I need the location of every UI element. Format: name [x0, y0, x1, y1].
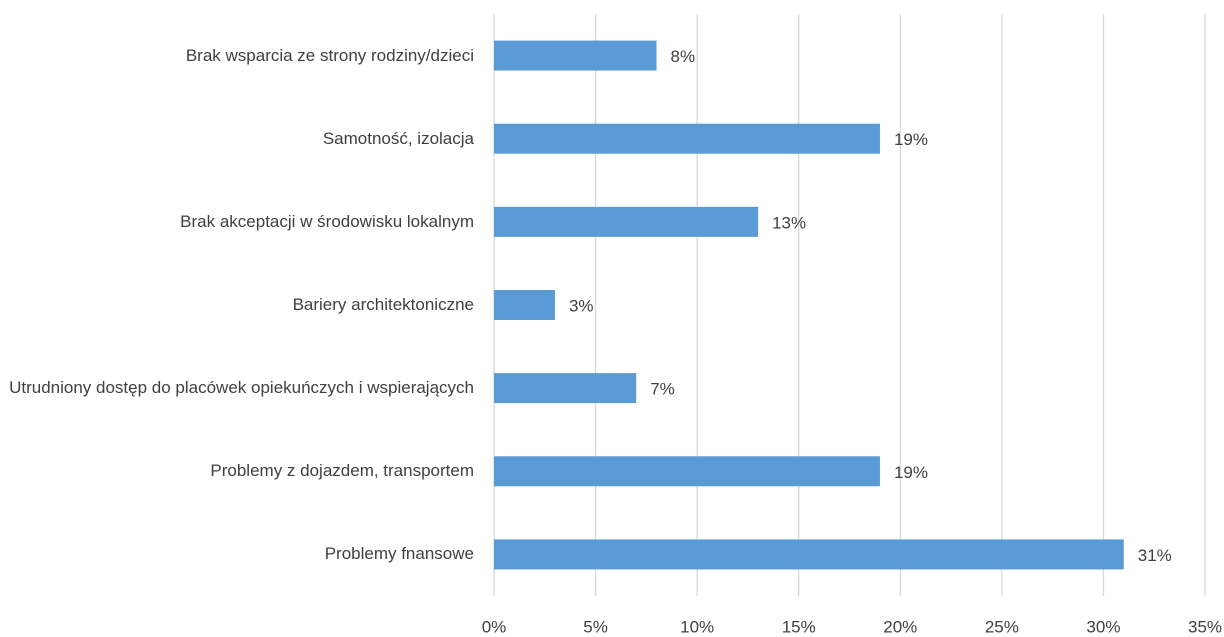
- x-tick-label: 0%: [482, 617, 507, 636]
- x-tick-label: 25%: [985, 617, 1019, 636]
- x-tick-label: 20%: [883, 617, 917, 636]
- value-label: 3%: [569, 296, 594, 315]
- bar: [494, 206, 759, 237]
- value-label: 19%: [894, 130, 928, 149]
- bar: [494, 456, 880, 487]
- x-tick-label: 5%: [583, 617, 608, 636]
- bar: [494, 123, 880, 154]
- x-tick-label: 30%: [1086, 617, 1120, 636]
- category-label: Brak akceptacji w środowisku lokalnym: [180, 211, 474, 231]
- value-label: 8%: [671, 47, 696, 66]
- category-label: Utrudniony dostęp do placówek opiekuńczy…: [9, 378, 474, 398]
- value-label: 31%: [1138, 546, 1172, 565]
- category-label: Bariery architektoniczne: [292, 295, 474, 314]
- value-label: 19%: [894, 463, 928, 482]
- x-tick-label: 10%: [680, 617, 714, 636]
- bar: [494, 290, 555, 320]
- category-label: Samotność, izolacja: [322, 128, 474, 148]
- x-tick-label: 35%: [1188, 617, 1222, 636]
- value-label: 13%: [772, 213, 806, 232]
- category-label: Problemy fnansowe: [324, 544, 474, 564]
- category-label: Problemy z dojazdem, transportem: [210, 461, 474, 481]
- value-label: 7%: [650, 380, 675, 399]
- bar: [494, 40, 657, 71]
- x-tick-label: 15%: [782, 617, 816, 636]
- category-label: Brak wsparcia ze strony rodziny/dzieci: [185, 45, 474, 65]
- bar: [494, 539, 1124, 570]
- bar: [494, 373, 637, 404]
